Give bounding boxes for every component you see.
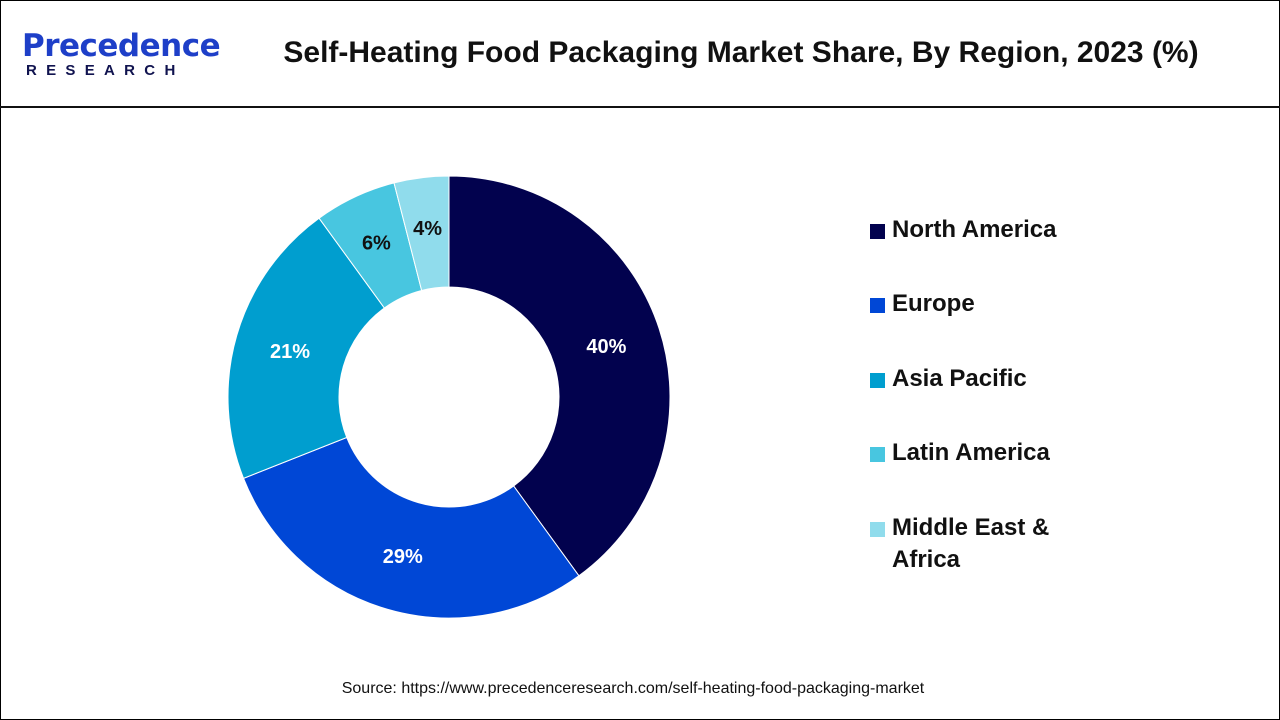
logo: Precedence RESEARCH (22, 28, 221, 79)
legend-item: Europe (870, 288, 1090, 320)
slice-middle-east-africa (393, 175, 450, 292)
data-label: 21% (270, 341, 310, 363)
slice-europe (242, 436, 580, 619)
data-label: 6% (362, 233, 391, 255)
legend-label: Middle East & Africa (892, 514, 1050, 573)
data-label: 29% (383, 546, 423, 568)
legend-label: Latin America (892, 439, 1050, 466)
slice-north-america (448, 175, 671, 577)
data-label: 40% (586, 336, 626, 358)
header-divider (0, 106, 1280, 108)
legend-swatch (870, 224, 885, 239)
legend-swatch (870, 373, 885, 388)
data-label: 4% (413, 218, 442, 240)
legend-item: Asia Pacific (870, 363, 1090, 395)
slice-asia-pacific (227, 217, 386, 480)
legend-item: Latin America (870, 437, 1090, 469)
logo-sub-text: RESEARCH (26, 62, 185, 79)
legend-label: North America (892, 216, 1057, 243)
logo-main-text: Precedence (22, 28, 221, 64)
legend-swatch (870, 522, 885, 537)
chart-title: Self-Heating Food Packaging Market Share… (283, 36, 1199, 69)
legend-swatch (870, 298, 885, 313)
source-note: Source: https://www.precedenceresearch.c… (341, 680, 925, 697)
legend-label: Asia Pacific (892, 365, 1027, 392)
legend-swatch (870, 447, 885, 462)
legend-item: Middle East & Africa (870, 512, 1090, 576)
legend-label: Europe (892, 290, 975, 317)
legend-item: North America (870, 214, 1090, 246)
